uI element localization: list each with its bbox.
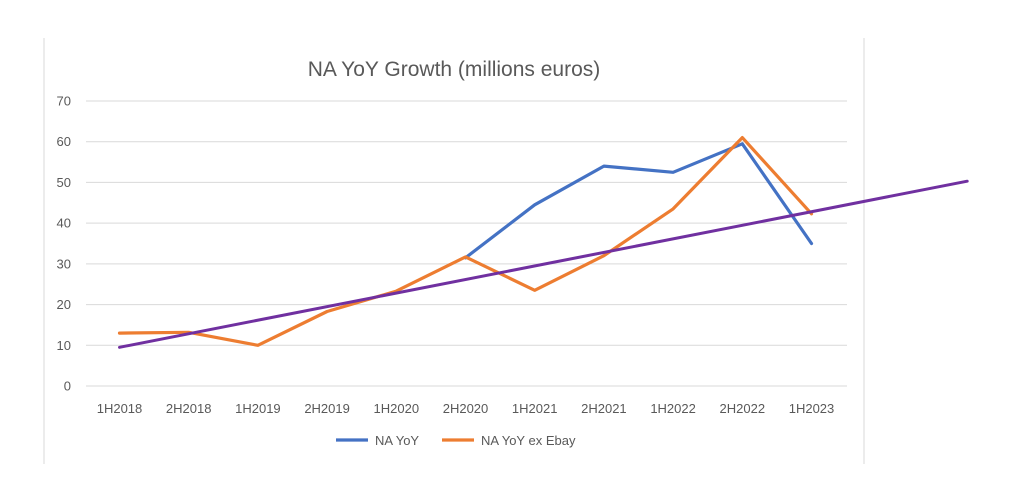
legend: NA YoY NA YoY ex Ebay (336, 433, 576, 448)
x-tick-label: 1H2021 (512, 401, 558, 416)
series-line-1 (117, 136, 814, 347)
y-tick-label: 0 (64, 379, 71, 394)
legend-label-0: NA YoY (375, 433, 419, 448)
x-tick-label: 2H2018 (166, 401, 212, 416)
y-tick-label: 40 (57, 216, 71, 231)
trendline-layer (118, 179, 969, 349)
y-tick-label: 10 (57, 338, 71, 353)
y-tick-label: 20 (57, 297, 71, 312)
chart-title: NA YoY Growth (millions euros) (308, 58, 601, 81)
x-tick-label: 1H2022 (650, 401, 696, 416)
x-tick-label: 2H2021 (581, 401, 627, 416)
x-tick-label: 2H2020 (443, 401, 489, 416)
y-tick-label: 60 (57, 134, 71, 149)
legend-label-1: NA YoY ex Ebay (481, 433, 576, 448)
grid-lines (86, 100, 847, 387)
y-axis-labels: 0 10 20 30 40 50 60 70 (57, 94, 71, 394)
y-tick-label: 50 (57, 175, 71, 190)
x-tick-label: 1H2018 (97, 401, 143, 416)
trendline (118, 179, 969, 349)
x-tick-label: 2H2019 (304, 401, 350, 416)
x-tick-label: 1H2023 (789, 401, 835, 416)
x-tick-label: 1H2019 (235, 401, 281, 416)
x-tick-label: 1H2020 (374, 401, 420, 416)
x-axis-labels: 1H2018 2H2018 1H2019 2H2019 1H2020 2H2020 1H20… (97, 401, 835, 416)
series-layer (117, 136, 814, 347)
y-tick-label: 30 (57, 256, 71, 271)
series-line-0 (463, 142, 814, 260)
x-tick-label: 2H2022 (720, 401, 766, 416)
y-tick-label: 70 (57, 94, 71, 109)
